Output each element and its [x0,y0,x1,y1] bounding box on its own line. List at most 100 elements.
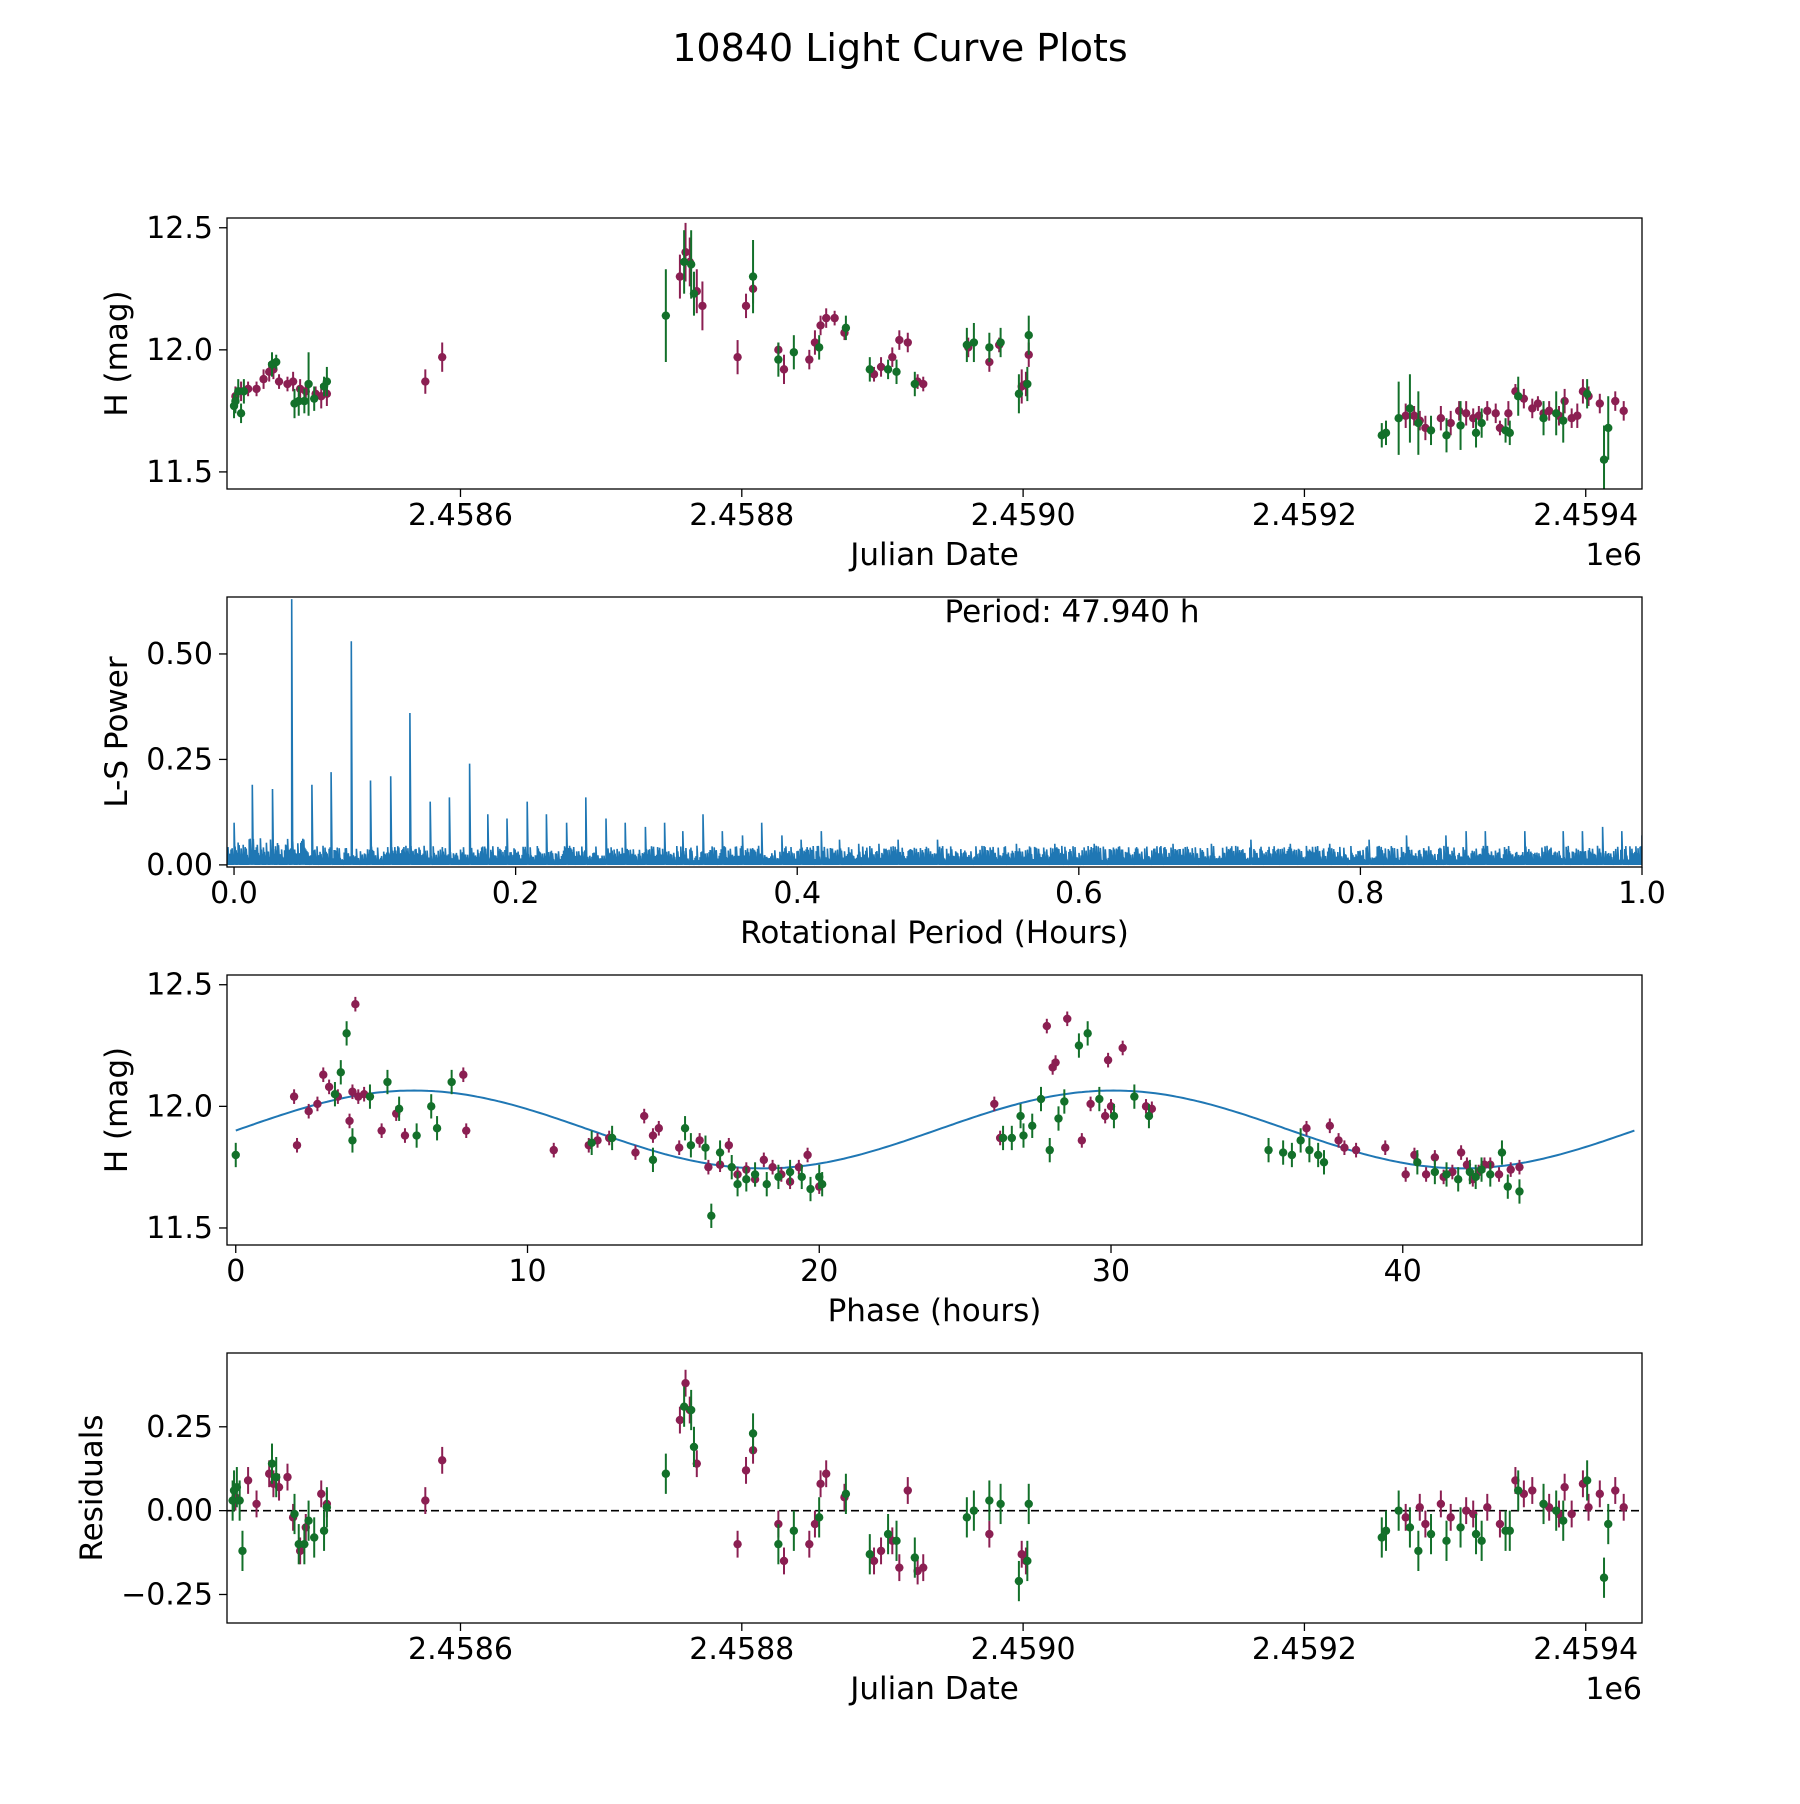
data-point [267,1459,277,1468]
data-point [432,1124,442,1133]
data-point [695,1136,704,1145]
data-point [231,1150,240,1160]
data-point [816,321,825,330]
data-point [351,999,360,1009]
data-point [996,338,1005,347]
data-point [317,1489,326,1499]
data-point [1130,1092,1139,1101]
data-point [1551,409,1561,418]
data-point [1095,1094,1104,1104]
data-point [1544,406,1554,416]
data-point [1405,404,1415,413]
data-point [274,377,284,386]
data-point [235,1496,244,1505]
data-point [1515,1187,1524,1196]
axes-frame [226,217,1643,490]
data-point [336,1068,345,1077]
data-point [1264,1145,1273,1155]
x-tick-label: 1.0 [1618,876,1666,911]
x-tick-label: 2.4588 [689,1632,794,1667]
data-point [1611,396,1620,406]
x-tick-label: 40 [1384,1254,1422,1289]
data-point [1103,1055,1113,1065]
x-tick-label: 2.4590 [971,1632,1076,1667]
data-point [1461,1506,1471,1515]
data-point [1456,1523,1465,1532]
data-point [741,1466,751,1475]
data-point [785,1167,795,1177]
data-point [1334,1136,1343,1145]
panel-2: 0.0 0.2 0.4 0.6 0.8 1.0 0.00 0.25 0.50 Rotational… [99,594,1666,951]
plot-area [231,996,1635,1228]
y-tick-label: 0.00 [146,848,213,883]
data-point [686,260,696,269]
y-tick-label: 0.25 [146,742,213,777]
x-tick-label: 20 [800,1254,838,1289]
plot-area [229,222,1628,489]
data-point [1515,1162,1524,1172]
data-point [304,1516,313,1525]
data-point [383,1077,392,1087]
data-point [1083,1029,1092,1038]
x-axis-label: Julian Date [848,537,1019,573]
y-axis-label: H (mag) [99,290,135,416]
data-point [1351,1145,1361,1155]
data-point [1528,1486,1537,1495]
data-point [1051,1058,1060,1067]
data-point [1109,1111,1119,1121]
data-point [1014,1576,1024,1586]
data-point [239,387,249,396]
y-axis-label: Residuals [74,1414,110,1561]
data-point [1401,1513,1410,1522]
data-point [661,311,671,320]
data-point [679,257,689,267]
data-point [1296,1136,1305,1145]
data-point [365,1092,375,1101]
data-point [733,1179,742,1189]
data-point [1595,1489,1605,1499]
data-point [779,1556,789,1566]
data-point [348,1136,357,1145]
data-point [1394,413,1403,423]
data-point [789,1526,799,1535]
axes-frame [226,1352,1643,1624]
x-tick-label: 2.4586 [408,1632,513,1667]
data-point [421,1496,430,1505]
data-point [1560,1482,1569,1492]
data-point [1506,1165,1515,1174]
data-point [675,1415,685,1425]
data-point [1024,330,1033,340]
axes-frame [226,596,1643,868]
data-point [1595,399,1605,408]
data-point [319,1526,329,1535]
data-point [830,313,839,323]
data-point [1471,428,1481,438]
x-tick-label: 0.4 [773,876,821,911]
data-point [715,1148,725,1157]
y-tick-label: 12.5 [146,968,213,1003]
data-point [883,365,893,374]
data-point [1060,1097,1069,1106]
data-point [686,1141,696,1150]
data-point [447,1077,456,1087]
data-point [1471,1529,1481,1539]
data-point [1495,1519,1505,1529]
data-point [648,1131,658,1140]
data-point [675,1143,684,1152]
data-point [903,338,912,347]
data-point [817,1179,827,1189]
data-point [654,1124,663,1133]
data-point [304,1107,313,1116]
data-point [1567,1509,1576,1519]
data-point [707,1211,716,1221]
data-point [1551,1506,1561,1515]
data-point [1019,1131,1028,1140]
data-point [1477,1536,1486,1546]
y-tick-label: 0.50 [146,637,213,672]
data-point [883,1529,893,1539]
data-point [272,357,281,367]
data-point [1313,1150,1323,1160]
data-point [427,1102,436,1111]
data-point [300,1539,309,1549]
